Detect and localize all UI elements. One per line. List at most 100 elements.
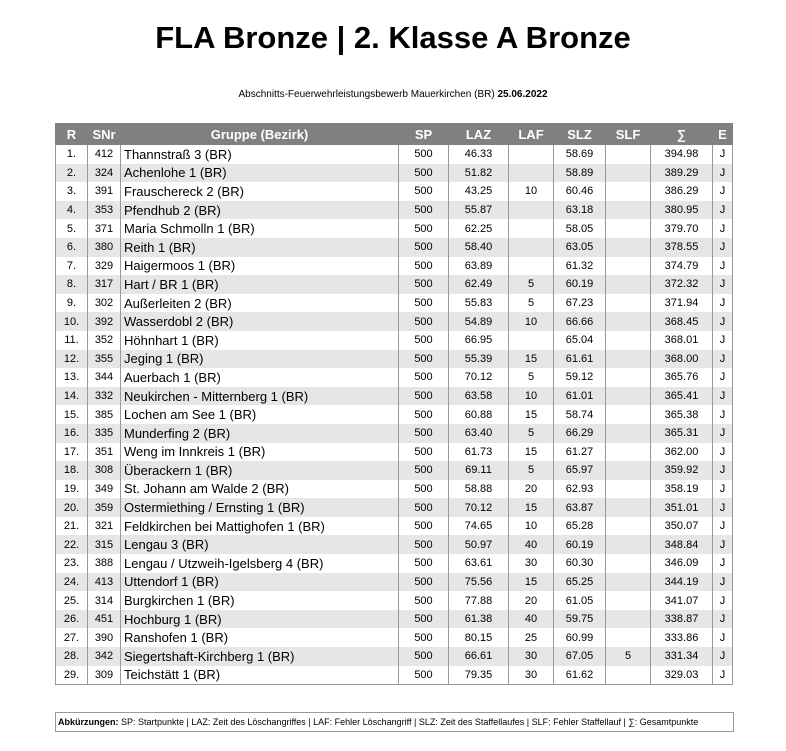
table-cell: 500 bbox=[398, 535, 449, 555]
table-cell: J bbox=[712, 163, 733, 183]
table-cell: Maria Schmolln 1 (BR) bbox=[120, 219, 399, 238]
table-cell: 61.27 bbox=[553, 442, 606, 462]
table-cell: J bbox=[712, 665, 733, 686]
table-cell: 390 bbox=[87, 628, 121, 648]
table-cell bbox=[605, 498, 651, 517]
table-cell: 394.98 bbox=[650, 144, 713, 164]
table-cell bbox=[605, 349, 651, 369]
table-cell: 58.89 bbox=[553, 163, 606, 183]
table-cell: 80.15 bbox=[448, 628, 509, 648]
table-cell bbox=[605, 591, 651, 610]
table-cell: 372.32 bbox=[650, 275, 713, 294]
table-cell: 46.33 bbox=[448, 144, 509, 164]
table-cell: 62.49 bbox=[448, 275, 509, 294]
table-cell: 500 bbox=[398, 200, 449, 220]
table-cell: 5 bbox=[508, 293, 554, 313]
table-cell: 321 bbox=[87, 516, 121, 536]
table-cell: 61.01 bbox=[553, 386, 606, 406]
table-cell: 15 bbox=[508, 498, 554, 517]
table-cell: 500 bbox=[398, 330, 449, 350]
table-cell: J bbox=[712, 554, 733, 573]
column-header: LAZ bbox=[448, 123, 509, 145]
header-row: R SNr Gruppe (Bezirk) SP LAZ LAF SLZ SLF ∑ E bbox=[55, 123, 733, 145]
table-cell: 355 bbox=[87, 349, 121, 369]
table-cell: J bbox=[712, 498, 733, 517]
table-cell: Auerbach 1 (BR) bbox=[120, 368, 399, 387]
column-header: E bbox=[712, 123, 733, 145]
table-cell: 63.18 bbox=[553, 200, 606, 220]
table-cell: 500 bbox=[398, 144, 449, 164]
table-cell: 55.83 bbox=[448, 293, 509, 313]
table-cell bbox=[508, 237, 554, 257]
table-cell bbox=[605, 405, 651, 424]
table-row: 11. 352 Höhnhart 1 (BR) 500 66.95 65.04 368.01… bbox=[55, 330, 733, 350]
table-cell bbox=[508, 200, 554, 220]
table-cell: 5. bbox=[55, 219, 88, 238]
table-row: 16. 335 Munderfing 2 (BR) 500 63.40 5 66.29 365… bbox=[55, 423, 733, 443]
table-cell: 60.88 bbox=[448, 405, 509, 424]
column-header: ∑ bbox=[650, 123, 713, 145]
table-cell: 500 bbox=[398, 219, 449, 238]
table-cell: 500 bbox=[398, 163, 449, 183]
table-cell: 451 bbox=[87, 609, 121, 629]
table-cell: 500 bbox=[398, 423, 449, 443]
table-cell bbox=[605, 479, 651, 499]
table-cell: Uttendorf 1 (BR) bbox=[120, 572, 399, 592]
table-cell: J bbox=[712, 516, 733, 536]
table-cell: 389.29 bbox=[650, 163, 713, 183]
table-cell: 66.95 bbox=[448, 330, 509, 350]
table-cell: 20. bbox=[55, 498, 88, 517]
table-cell: 353 bbox=[87, 200, 121, 220]
table-cell: Lochen am See 1 (BR) bbox=[120, 405, 399, 424]
table-cell: 500 bbox=[398, 442, 449, 462]
table-cell bbox=[605, 461, 651, 480]
table-cell: 352 bbox=[87, 330, 121, 350]
table-cell: 66.29 bbox=[553, 423, 606, 443]
table-cell: 10. bbox=[55, 312, 88, 331]
table-cell: 65.04 bbox=[553, 330, 606, 350]
table-cell: 13. bbox=[55, 368, 88, 387]
table-cell: 348.84 bbox=[650, 535, 713, 555]
table-row: 28. 342 Siegertshaft-Kirchberg 1 (BR) 500 66… bbox=[55, 647, 733, 666]
table-row: 3. 391 Frauschereck 2 (BR) 500 43.25 10 60.46 3… bbox=[55, 182, 733, 201]
table-cell: 63.89 bbox=[448, 256, 509, 276]
table-row: 19. 349 St. Johann am Walde 2 (BR) 500 58.88… bbox=[55, 479, 733, 499]
table-cell: Thannstraß 3 (BR) bbox=[120, 144, 399, 164]
subtitle: Abschnitts-Feuerwehrleistungsbewerb Maue… bbox=[0, 89, 786, 100]
table-cell: Lengau / Utzweih-Igelsberg 4 (BR) bbox=[120, 554, 399, 573]
table-row: 14. 332 Neukirchen - Mitternberg 1 (BR) 500… bbox=[55, 386, 733, 406]
table-cell: 55.39 bbox=[448, 349, 509, 369]
table-cell: 329 bbox=[87, 256, 121, 276]
results-table: R SNr Gruppe (Bezirk) SP LAZ LAF SLZ SLF ∑ E 1. 41… bbox=[55, 123, 733, 686]
table-cell: 379.70 bbox=[650, 219, 713, 238]
column-header: SP bbox=[398, 123, 449, 145]
table-cell: J bbox=[712, 219, 733, 238]
table-row: 22. 315 Lengau 3 (BR) 500 50.97 40 60.19 348.84… bbox=[55, 535, 733, 555]
table-cell: 500 bbox=[398, 405, 449, 424]
table-cell: 500 bbox=[398, 498, 449, 517]
table-cell bbox=[605, 330, 651, 350]
column-header: SNr bbox=[87, 123, 121, 145]
table-cell: 338.87 bbox=[650, 609, 713, 629]
table-cell: J bbox=[712, 237, 733, 257]
table-cell: 308 bbox=[87, 461, 121, 480]
table-cell: 380 bbox=[87, 237, 121, 257]
table-cell: 12. bbox=[55, 349, 88, 369]
table-cell bbox=[605, 293, 651, 313]
table-cell: 60.99 bbox=[553, 628, 606, 648]
table-cell: 60.19 bbox=[553, 535, 606, 555]
table-row: 15. 385 Lochen am See 1 (BR) 500 60.88 15 58.7… bbox=[55, 405, 733, 424]
table-cell: 374.79 bbox=[650, 256, 713, 276]
table-cell: 54.89 bbox=[448, 312, 509, 331]
table-cell: 30 bbox=[508, 554, 554, 573]
table-cell: 332 bbox=[87, 386, 121, 406]
table-cell: 30 bbox=[508, 647, 554, 666]
footer: Abkürzungen: SP: Startpunkte | LAZ: Zeit… bbox=[55, 712, 734, 732]
table-cell: 79.35 bbox=[448, 665, 509, 686]
table-cell: 500 bbox=[398, 386, 449, 406]
table-row: 6. 380 Reith 1 (BR) 500 58.40 63.05 378.55 J bbox=[55, 237, 733, 257]
table-cell: J bbox=[712, 647, 733, 666]
table-cell: 61.73 bbox=[448, 442, 509, 462]
table-row: 27. 390 Ranshofen 1 (BR) 500 80.15 25 60.99 333… bbox=[55, 628, 733, 648]
